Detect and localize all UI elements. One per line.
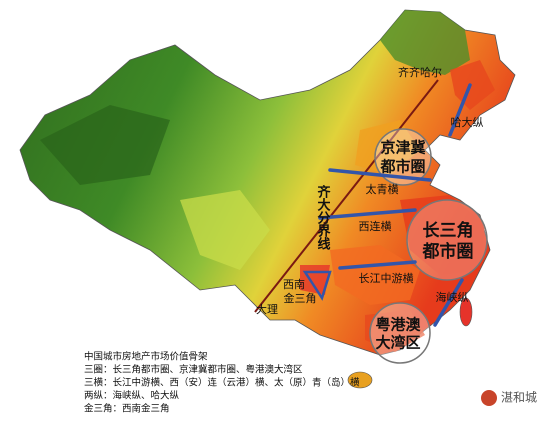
island	[459, 297, 473, 327]
legend-line: 金三角：西南金三角	[84, 403, 170, 415]
metro-circle	[369, 302, 431, 364]
metro-circle	[406, 199, 488, 281]
region-patch	[365, 310, 425, 352]
map-label: 齐齐哈尔	[398, 65, 442, 79]
region-patch	[450, 60, 495, 110]
metro-circle	[374, 128, 432, 186]
legend-line: 两纵：海峡纵、哈大纵	[84, 390, 180, 402]
map-label: 太青横	[366, 182, 399, 196]
region-patch	[355, 120, 420, 175]
map-label: 长江中游横	[359, 271, 414, 285]
map-label: 西南	[283, 278, 305, 291]
divide-line	[254, 79, 439, 313]
legend-line: 三横：长江中游横、西（安）连（云港）横、太（原）青（岛）横	[84, 377, 360, 389]
map-label: 大理	[256, 302, 278, 316]
map-label: 粤港澳	[375, 316, 421, 334]
map-label: 都市圈	[422, 241, 474, 262]
region-patch	[180, 190, 270, 270]
map-label: 都市圈	[379, 158, 425, 176]
map-label: 长三角	[423, 220, 474, 241]
map-label: 哈大纵	[451, 115, 484, 129]
corridor-arrows	[302, 83, 472, 327]
watermark: 湛和城	[501, 391, 537, 405]
map-label: 西连横	[359, 219, 392, 233]
map-label: 京津冀	[380, 139, 425, 157]
region-patch	[330, 245, 420, 305]
region-patch	[40, 105, 170, 185]
watermark-icon	[481, 390, 497, 406]
map-label: 大湾区	[375, 334, 420, 352]
region-patch	[400, 195, 485, 275]
legend-line: 三圈：长三角都市圈、京津冀都市圈、粤港澳大湾区	[84, 364, 303, 376]
map-label: 海峡纵	[436, 290, 469, 304]
region-patch	[380, 10, 470, 75]
map-label: 金三角	[284, 291, 317, 305]
map-label: 齐大分界线	[315, 184, 331, 251]
legend-title: 中国城市房地产市场价值骨架	[84, 351, 208, 363]
island	[347, 371, 373, 389]
